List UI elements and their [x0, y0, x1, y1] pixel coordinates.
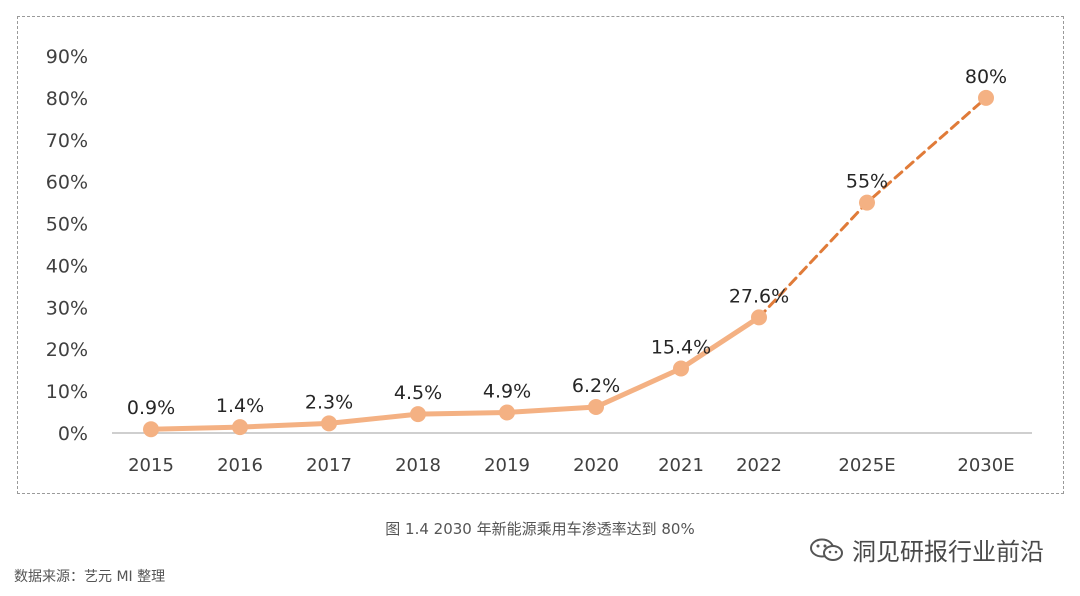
data-label: 2.3%	[305, 391, 353, 413]
series-line-actual	[148, 314, 762, 432]
data-points	[143, 89, 994, 438]
y-tick-label: 70%	[46, 130, 88, 152]
y-tick-label: 0%	[58, 423, 88, 445]
x-tick-label: 2030E	[957, 455, 1014, 476]
data-point	[751, 309, 767, 326]
data-label: 4.5%	[394, 382, 442, 404]
data-label: 27.6%	[729, 285, 789, 307]
data-label: 4.9%	[483, 380, 531, 402]
data-point	[232, 419, 248, 436]
y-tick-label: 90%	[46, 46, 88, 68]
line-chart: 0%10%20%30%40%50%60%70%80%90% 2015 2016 20…	[46, 46, 1032, 476]
x-tick-label: 2020	[573, 455, 619, 476]
data-labels: 0.9% 1.4% 2.3% 4.5% 4.9% 6.2% 15.4% 27.6% 55% 80%	[127, 66, 1007, 419]
y-tick-label: 40%	[46, 255, 88, 277]
data-point	[143, 421, 159, 438]
y-tick-label: 10%	[46, 381, 88, 403]
data-point	[978, 89, 994, 106]
data-point	[859, 194, 875, 211]
x-tick-label: 2022	[736, 455, 782, 476]
data-point	[673, 360, 689, 377]
x-tick-label: 2015	[128, 455, 174, 476]
brand-text: 洞见研报行业前沿	[852, 538, 1044, 566]
y-tick-label: 20%	[46, 339, 88, 361]
data-label: 1.4%	[216, 395, 264, 417]
y-tick-label: 50%	[46, 214, 88, 236]
data-point	[410, 406, 426, 423]
figure-caption: 图 1.4 2030 年新能源乘用车渗透率达到 80%	[385, 520, 695, 538]
source-note: 数据来源：艺元 MI 整理	[14, 569, 166, 585]
data-label: 55%	[846, 171, 888, 193]
x-tick-label: 2019	[484, 455, 530, 476]
data-label: 6.2%	[572, 375, 620, 397]
x-tick-label: 2017	[306, 455, 352, 476]
x-tick-label: 2021	[658, 455, 704, 476]
x-tick-labels: 2015 2016 2017 2018 2019 2020 2021 2022 2025E 203…	[128, 455, 1015, 476]
x-tick-label: 2018	[395, 455, 441, 476]
data-point	[499, 404, 515, 421]
data-label: 80%	[965, 66, 1007, 88]
brand-watermark: 洞见研报行业前沿	[808, 532, 1044, 567]
wechat-icon	[810, 538, 843, 561]
x-tick-label: 2025E	[838, 455, 895, 476]
data-point	[588, 399, 604, 416]
data-point	[321, 415, 337, 432]
data-label: 0.9%	[127, 397, 175, 419]
y-tick-label: 80%	[46, 88, 88, 110]
y-tick-label: 60%	[46, 172, 88, 194]
y-tick-labels: 0% 10% 20% 30% 40% 50% 60% 70% 80% 90%	[46, 46, 88, 445]
x-tick-label: 2016	[217, 455, 263, 476]
data-label: 15.4%	[651, 336, 711, 358]
series-lines	[148, 96, 988, 432]
y-tick-label: 30%	[46, 297, 88, 319]
chart-frame	[17, 16, 1064, 494]
